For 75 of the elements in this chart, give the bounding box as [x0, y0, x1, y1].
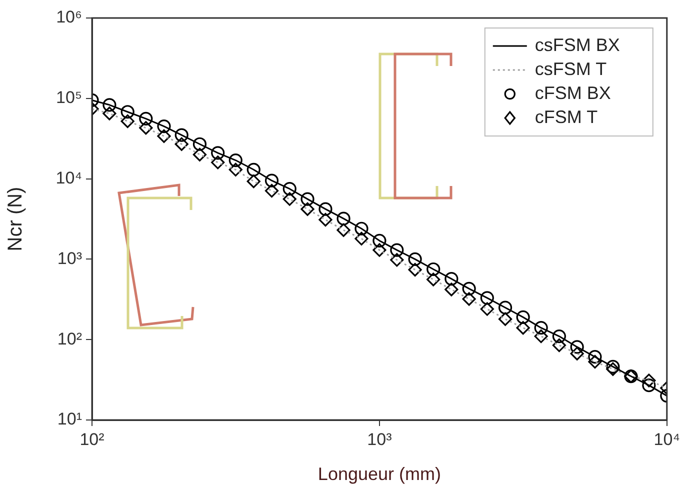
point — [570, 346, 584, 360]
legend-label: csFSM BX — [534, 34, 620, 55]
point — [426, 262, 440, 276]
point — [606, 362, 620, 376]
point — [174, 137, 188, 151]
point — [444, 272, 458, 286]
point — [300, 202, 314, 216]
point — [192, 148, 207, 162]
point — [588, 354, 602, 369]
point — [120, 114, 134, 128]
point — [120, 105, 134, 119]
point — [408, 252, 422, 266]
point — [516, 321, 530, 335]
y-tick-label: 10² — [57, 329, 82, 348]
y-axis-title: Ncr (N) — [4, 186, 27, 252]
point — [588, 350, 602, 364]
point — [246, 162, 260, 176]
point — [444, 282, 458, 296]
point — [318, 212, 332, 226]
point — [282, 182, 296, 196]
y-tick-label: 10¹ — [57, 410, 82, 429]
point — [192, 137, 207, 151]
y-tick-label: 10⁶ — [56, 8, 82, 27]
legend-label: cFSM BX — [534, 82, 611, 103]
point — [300, 192, 314, 206]
point — [139, 121, 153, 135]
point — [462, 282, 476, 296]
point — [102, 98, 116, 112]
point — [211, 156, 225, 170]
point — [282, 192, 296, 206]
point — [480, 302, 494, 316]
point — [336, 212, 350, 226]
point — [228, 153, 242, 168]
y-tick-label: 10³ — [57, 248, 82, 268]
point — [498, 312, 512, 326]
point — [552, 338, 566, 352]
legend-label: csFSM T — [534, 58, 607, 79]
point — [642, 374, 656, 388]
point — [102, 106, 116, 120]
point — [228, 162, 242, 176]
point — [480, 291, 494, 305]
point — [390, 253, 404, 267]
point — [354, 232, 368, 246]
point — [157, 119, 171, 134]
y-tick-label: 10⁵ — [56, 88, 82, 108]
point — [606, 360, 620, 374]
point — [336, 223, 350, 237]
point — [390, 243, 404, 257]
x-tick-label: 10² — [80, 430, 105, 449]
point — [372, 243, 386, 257]
point — [264, 184, 279, 198]
point — [174, 128, 188, 142]
point — [534, 329, 548, 344]
x-tick-label: 10⁴ — [654, 430, 680, 449]
point — [157, 129, 171, 143]
point — [570, 340, 584, 354]
point — [318, 202, 332, 216]
point — [408, 262, 422, 277]
point — [642, 378, 656, 392]
point — [246, 174, 260, 188]
point — [354, 222, 368, 236]
point — [211, 146, 225, 160]
y-tick-label: 10⁴ — [56, 168, 82, 188]
point — [534, 321, 548, 335]
point — [498, 300, 512, 314]
point — [264, 174, 279, 188]
point — [462, 292, 476, 306]
point — [516, 310, 530, 324]
point — [139, 112, 153, 126]
point — [372, 234, 386, 248]
legend-label: cFSM T — [534, 106, 598, 127]
x-axis-title: Longueur (mm) — [318, 464, 441, 484]
point — [426, 272, 440, 286]
x-tick-label: 10³ — [367, 430, 392, 449]
point — [552, 329, 566, 344]
